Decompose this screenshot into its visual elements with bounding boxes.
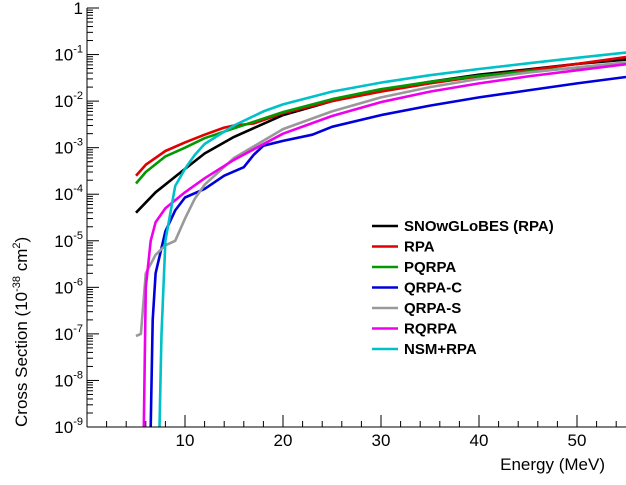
y-tick-label: 10-9 (54, 416, 83, 437)
x-tick-label: 10 (176, 431, 195, 450)
x-tick-label: 50 (568, 431, 587, 450)
y-tick-label: 10-6 (54, 276, 83, 297)
series-layer (136, 53, 626, 427)
legend-label: SNOwGLoBES (RPA) (404, 218, 554, 235)
legend-label: RQRPA (404, 321, 457, 338)
y-tick-label: 1 (74, 0, 83, 18)
legend: SNOwGLoBES (RPA) RPA PQRPA QRPA-C QRPA-S RQRP… (372, 218, 554, 358)
y-tick-label: 10-1 (54, 44, 83, 65)
series-line (160, 53, 626, 427)
y-tick-label: 10-8 (54, 369, 83, 390)
x-tick-label: 30 (372, 431, 391, 450)
x-tick-label: 20 (274, 431, 293, 450)
legend-label: QRPA-C (404, 280, 462, 297)
y-tick-label: 10-2 (54, 90, 83, 111)
x-tick-label: 40 (470, 431, 489, 450)
legend-label: RPA (404, 239, 435, 256)
y-axis-title: Cross Section (10-38 cm2) (11, 237, 31, 427)
x-axis-title: Energy (MeV) (500, 455, 605, 474)
legend-label: NSM+RPA (404, 341, 477, 358)
legend-label: QRPA-S (404, 300, 461, 317)
y-tick-label: 10-5 (54, 230, 83, 251)
y-tick-label: 10-7 (54, 323, 83, 344)
legend-label: PQRPA (404, 259, 456, 276)
y-tick-label: 10-4 (54, 183, 83, 204)
y-tick-label: 10-3 (54, 137, 83, 158)
